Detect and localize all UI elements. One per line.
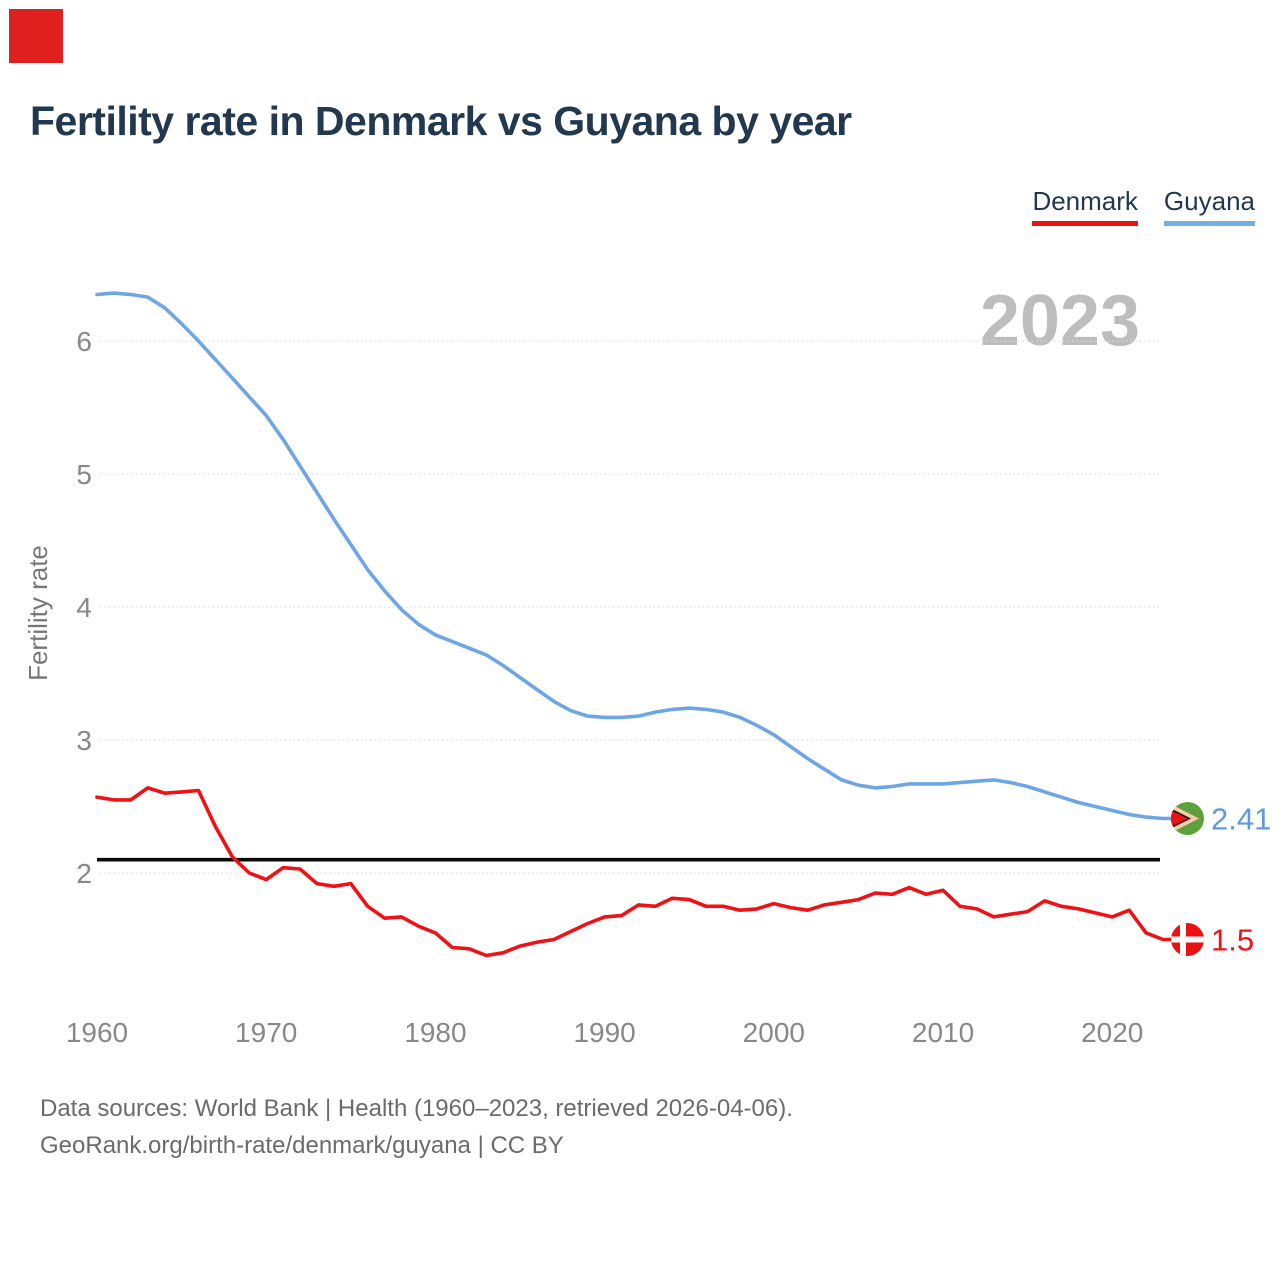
footer: Data sources: World Bank | Health (1960–…	[40, 1090, 793, 1164]
guyana-flag-icon	[1171, 801, 1204, 835]
denmark-end-label: 1.5	[1211, 923, 1254, 958]
guyana-line	[95, 291, 1174, 821]
y-tick-2: 2	[76, 858, 92, 889]
denmark-line	[95, 786, 1174, 958]
footer-sources: Data sources: World Bank | Health (1960–…	[40, 1095, 793, 1122]
red-marker	[9, 9, 63, 63]
watermark-year: 2023	[980, 281, 1140, 361]
footer-attribution: GeoRank.org/birth-rate/denmark/guyana | …	[40, 1132, 564, 1159]
page-title: Fertility rate in Denmark vs Guyana by y…	[30, 98, 852, 144]
x-tick-1970: 1970	[235, 1017, 297, 1048]
y-tick-6: 6	[76, 326, 92, 357]
y-tick-4: 4	[76, 592, 92, 623]
x-tick-1990: 1990	[573, 1017, 635, 1048]
denmark-flag-icon	[1171, 923, 1204, 956]
x-tick-1960: 1960	[66, 1017, 128, 1048]
y-tick-5: 5	[76, 459, 92, 490]
x-tick-2020: 2020	[1081, 1017, 1143, 1048]
guyana-end-label: 2.41	[1211, 801, 1271, 836]
y-axis-label: Fertility rate	[23, 545, 53, 681]
y-tick-3: 3	[76, 725, 92, 756]
legend: Denmark Guyana	[1032, 186, 1255, 226]
x-tick-1980: 1980	[404, 1017, 466, 1048]
x-tick-2000: 2000	[743, 1017, 805, 1048]
legend-item-denmark[interactable]: Denmark	[1032, 186, 1138, 226]
legend-item-guyana[interactable]: Guyana	[1163, 186, 1255, 226]
x-tick-2010: 2010	[912, 1017, 974, 1048]
